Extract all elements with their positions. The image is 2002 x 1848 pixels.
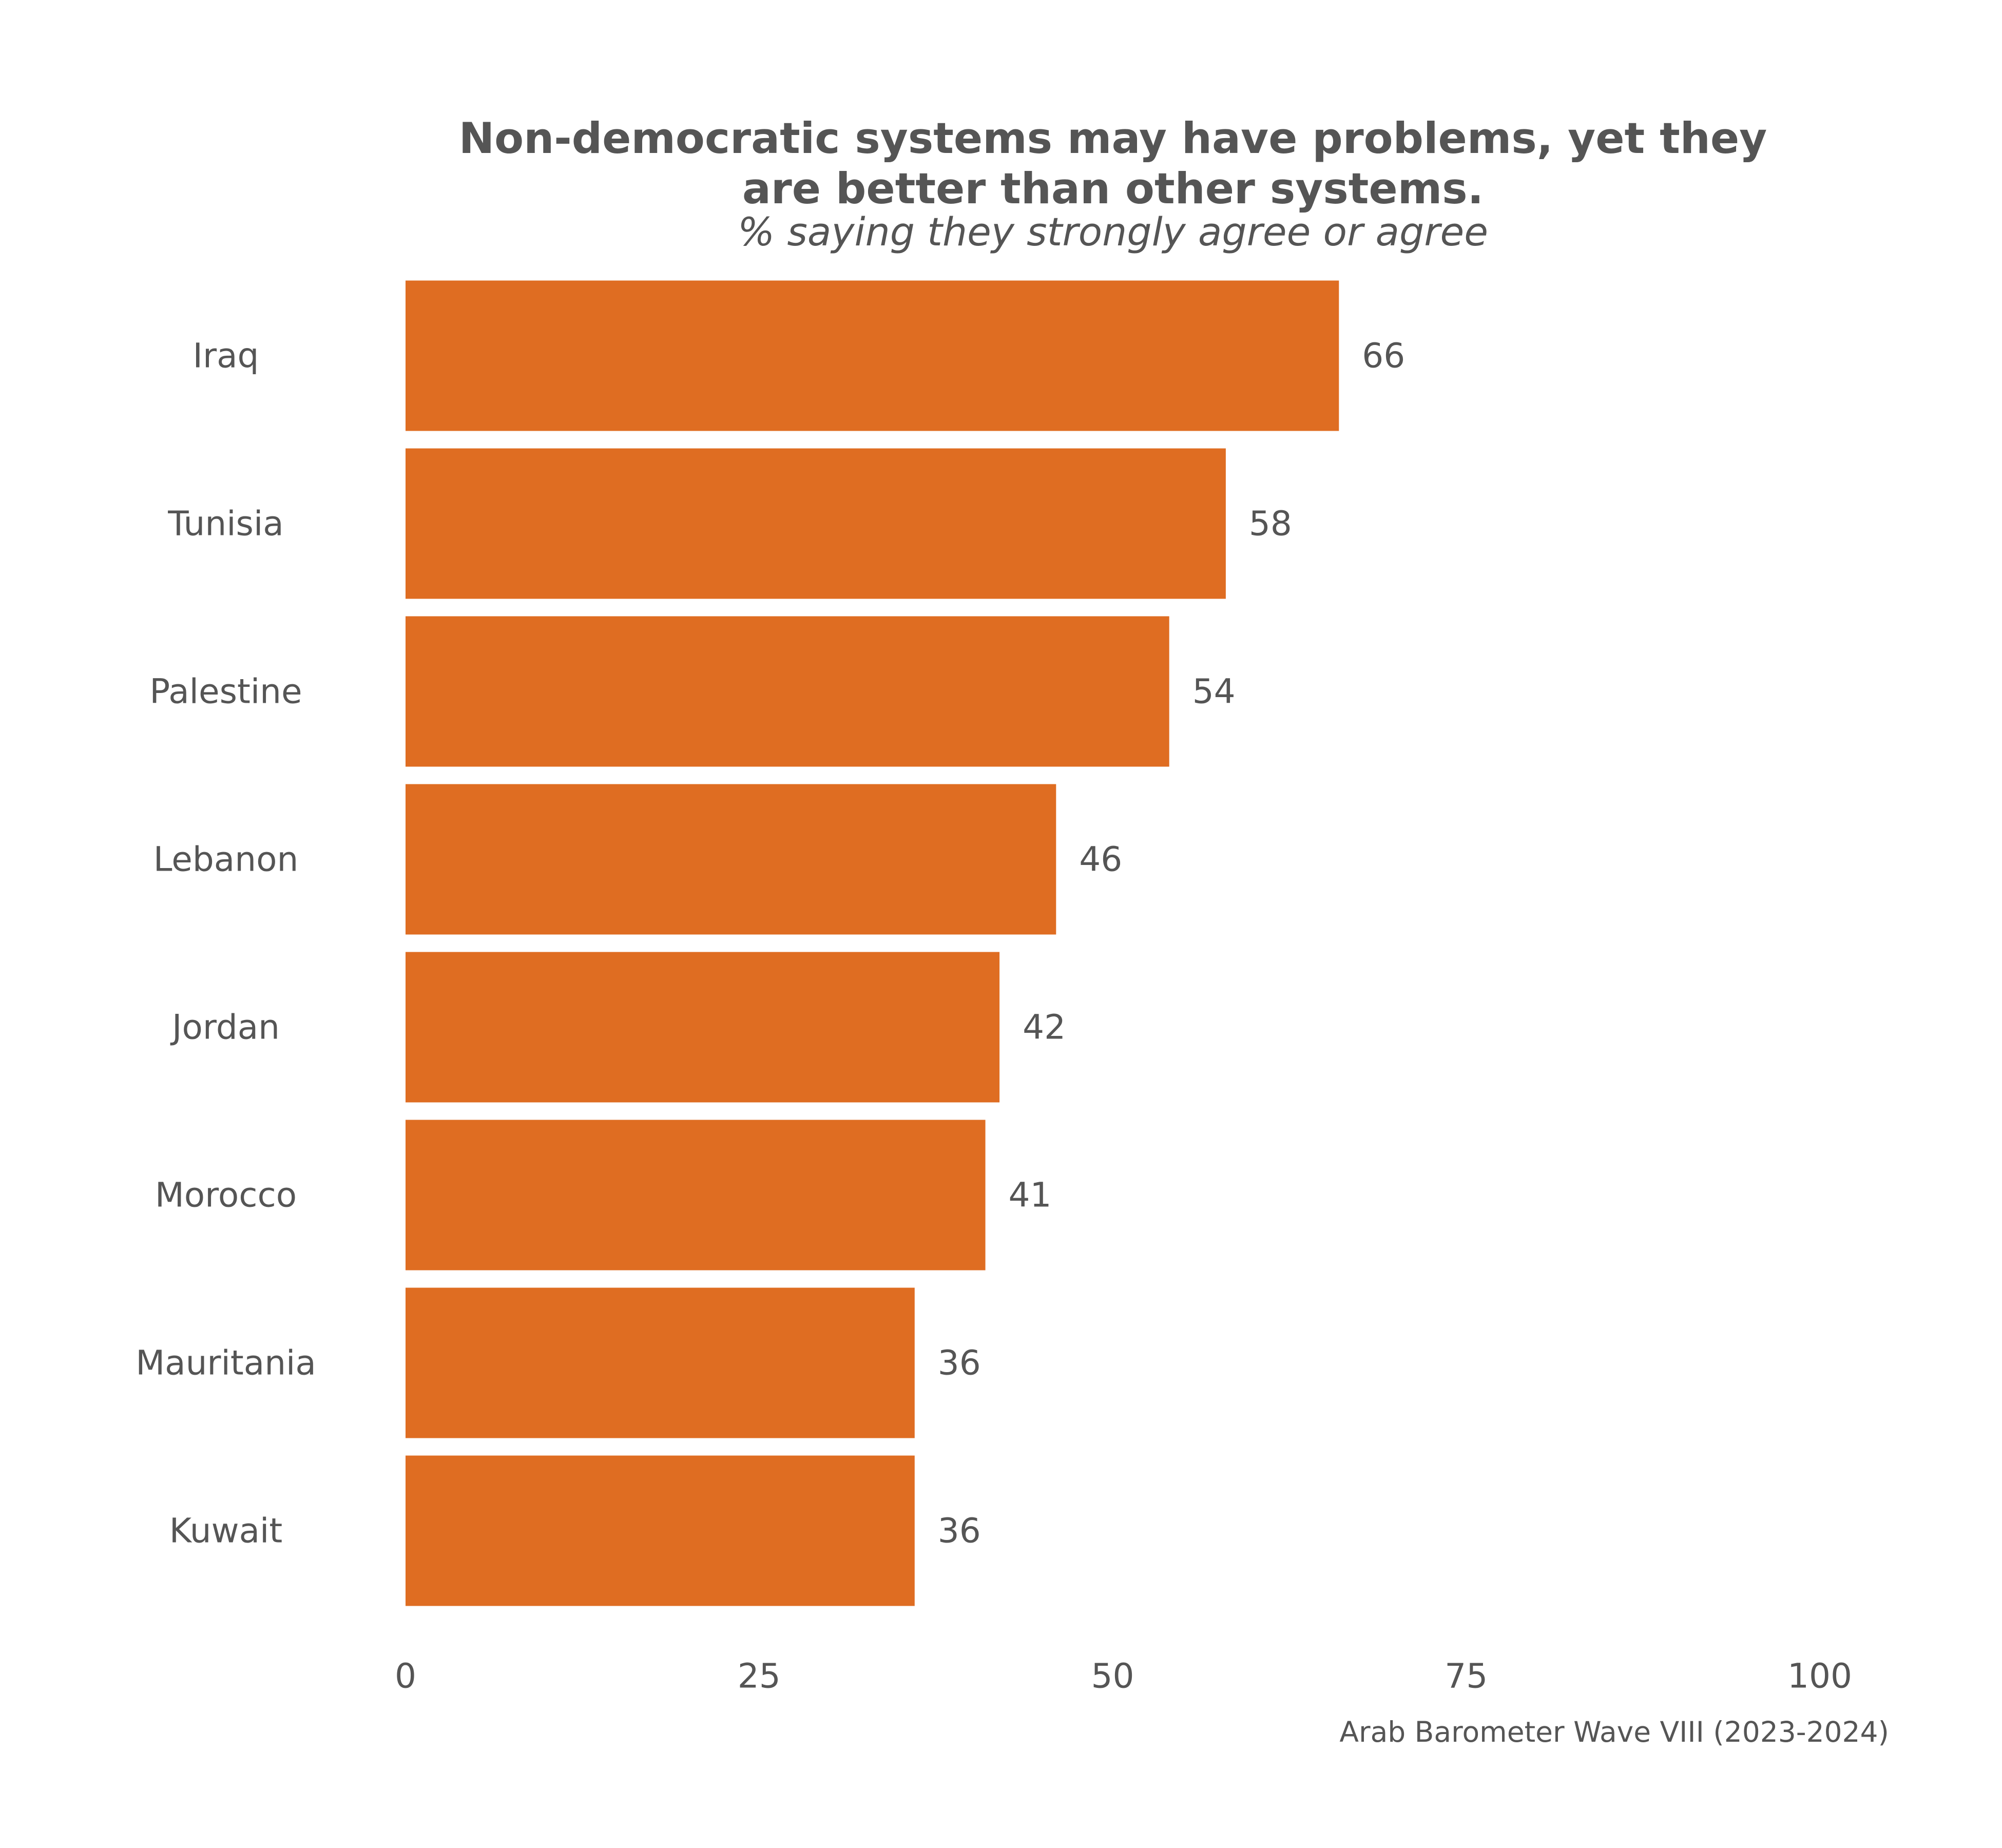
bar-kuwait bbox=[406, 1455, 915, 1606]
category-label-mauritania: Mauritania bbox=[136, 1343, 316, 1383]
x-tick-label-0: 0 bbox=[395, 1657, 416, 1696]
bar-morocco bbox=[406, 1120, 986, 1270]
x-tick-label-50: 50 bbox=[1091, 1657, 1134, 1696]
data-label-mauritania: 36 bbox=[938, 1343, 981, 1383]
chart-subtitle: % saying they strongly agree or agree bbox=[738, 209, 1488, 255]
data-labels: 66 58 54 46 42 41 36 36 bbox=[938, 336, 1405, 1551]
chart-title-line-2: are better than other systems. bbox=[742, 164, 1484, 214]
bar-jordan bbox=[406, 952, 1000, 1103]
data-label-palestine: 54 bbox=[1192, 672, 1236, 711]
category-label-lebanon: Lebanon bbox=[153, 840, 299, 879]
x-tick-label-75: 75 bbox=[1445, 1657, 1488, 1696]
bar-lebanon bbox=[406, 784, 1056, 935]
category-label-tunisia: Tunisia bbox=[167, 504, 283, 544]
chart-caption: Arab Barometer Wave VIII (2023-2024) bbox=[1339, 1716, 1889, 1748]
category-label-palestine: Palestine bbox=[149, 672, 302, 711]
x-axis-tick-labels: 0 25 50 75 100 bbox=[395, 1657, 1852, 1696]
data-label-tunisia: 58 bbox=[1249, 504, 1292, 544]
data-label-morocco: 41 bbox=[1009, 1176, 1052, 1215]
chart-title-line-1: Non-democratic systems may have problems… bbox=[459, 113, 1767, 163]
category-label-kuwait: Kuwait bbox=[169, 1511, 282, 1551]
bar-mauritania bbox=[406, 1287, 915, 1438]
category-labels: Iraq Tunisia Palestine Lebanon Jordan Morocco… bbox=[136, 336, 316, 1551]
x-tick-label-25: 25 bbox=[738, 1657, 781, 1696]
data-label-iraq: 66 bbox=[1362, 336, 1405, 376]
data-label-kuwait: 36 bbox=[938, 1511, 981, 1551]
category-label-iraq: Iraq bbox=[193, 336, 259, 376]
data-label-lebanon: 46 bbox=[1079, 840, 1122, 879]
category-label-jordan: Jordan bbox=[170, 1008, 280, 1047]
data-label-jordan: 42 bbox=[1023, 1008, 1066, 1047]
bar-tunisia bbox=[406, 448, 1226, 599]
bars-group bbox=[406, 280, 1339, 1606]
category-label-morocco: Morocco bbox=[155, 1176, 297, 1215]
bar-palestine bbox=[406, 616, 1169, 767]
bar-iraq bbox=[406, 280, 1339, 431]
x-tick-label-100: 100 bbox=[1787, 1657, 1852, 1696]
